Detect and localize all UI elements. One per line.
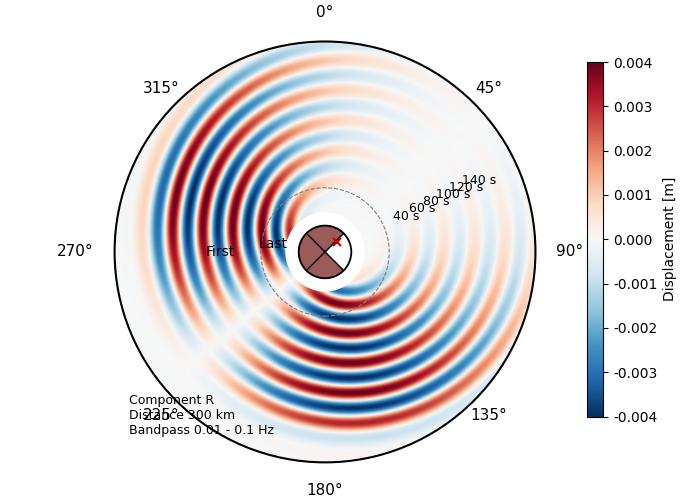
Text: 60 s: 60 s — [409, 202, 435, 215]
Text: Last: Last — [259, 236, 288, 250]
Wedge shape — [299, 226, 344, 278]
Text: 135°: 135° — [470, 408, 507, 423]
Text: 40 s: 40 s — [393, 210, 419, 224]
Circle shape — [299, 226, 351, 278]
Text: 120 s: 120 s — [449, 180, 483, 194]
Text: 90°: 90° — [556, 244, 584, 260]
Text: 0°: 0° — [316, 6, 334, 20]
Text: 80 s: 80 s — [423, 194, 449, 207]
Wedge shape — [299, 234, 325, 270]
Text: 270°: 270° — [57, 244, 94, 260]
Text: 45°: 45° — [475, 81, 502, 96]
Circle shape — [286, 213, 364, 291]
Text: 180°: 180° — [307, 484, 343, 498]
Text: First: First — [205, 245, 235, 259]
Y-axis label: Displacement [m]: Displacement [m] — [663, 177, 677, 302]
Text: 140 s: 140 s — [462, 174, 496, 187]
Text: 315°: 315° — [143, 81, 180, 96]
Text: Component R
Distance 300 km
Bandpass 0.01 - 0.1 Hz: Component R Distance 300 km Bandpass 0.0… — [130, 394, 274, 437]
Text: 225°: 225° — [143, 408, 180, 423]
Text: 100 s: 100 s — [436, 188, 470, 200]
